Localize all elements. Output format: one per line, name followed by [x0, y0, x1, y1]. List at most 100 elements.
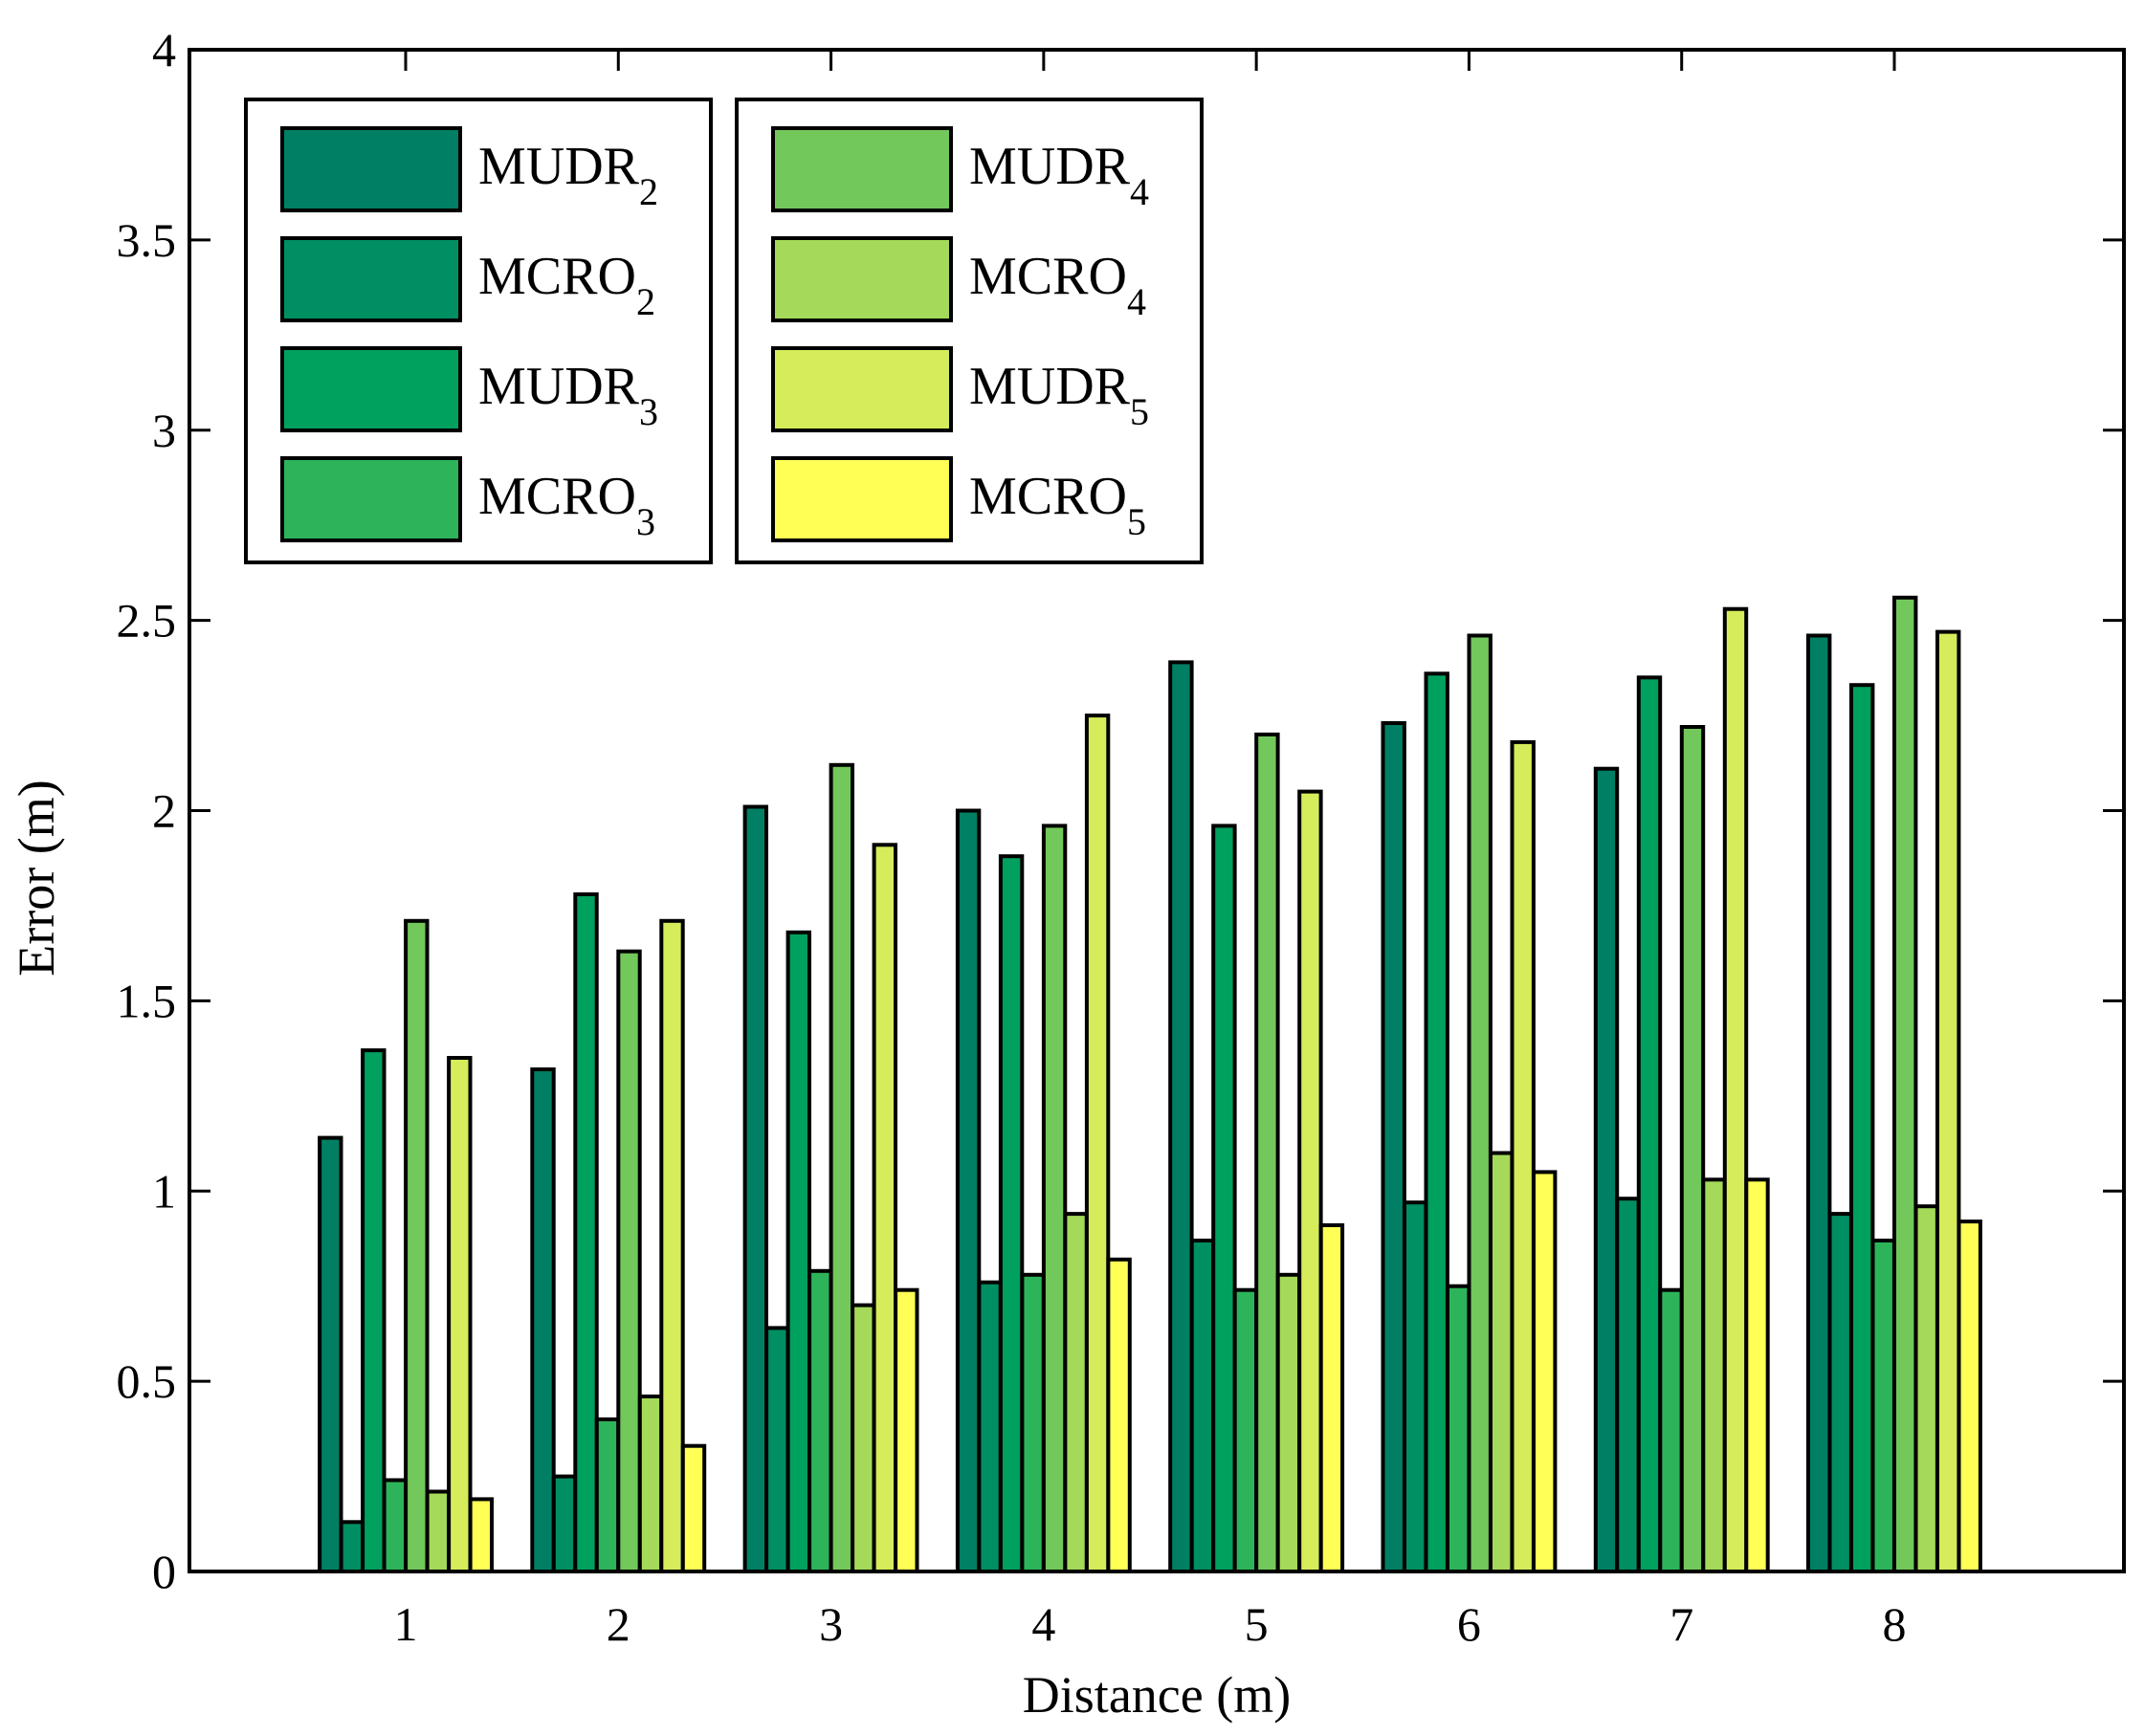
- y-tick-label: 4: [152, 23, 176, 77]
- y-tick-label: 3.5: [117, 213, 177, 267]
- bar: [1615, 1197, 1641, 1573]
- x-tick-label: 6: [1457, 1597, 1481, 1651]
- bar: [1318, 1223, 1345, 1573]
- bar: [1636, 675, 1663, 1573]
- legend-label-subscript: 3: [636, 500, 655, 543]
- bar: [404, 918, 430, 1573]
- bar: [1446, 1284, 1471, 1573]
- legend-swatch: [771, 236, 953, 322]
- legend-label-subscript: 3: [639, 390, 658, 433]
- x-tick-label: 5: [1245, 1597, 1269, 1651]
- y-tick-label: 0.5: [117, 1354, 177, 1408]
- bar: [530, 1067, 556, 1573]
- bar: [1892, 595, 1918, 1573]
- bar: [468, 1497, 495, 1574]
- bar: [1806, 633, 1832, 1573]
- bar: [1041, 824, 1068, 1573]
- bar: [1254, 732, 1280, 1573]
- legend-swatch: [280, 346, 462, 432]
- legend-label-subscript: 5: [1127, 500, 1146, 543]
- y-tick-label: 1: [152, 1164, 176, 1218]
- axes-layer: 0 0.5 1 1.5 2 2.5 3 3.5 4 1 2 3 4 5 6 7 8: [117, 23, 2126, 1651]
- x-tick-label: 2: [607, 1597, 630, 1651]
- legend-label-subscript: 4: [1127, 280, 1146, 323]
- y-axis-title: Error (m): [8, 780, 65, 976]
- y-tick-label: 3: [152, 404, 176, 457]
- bar: [1913, 1204, 1939, 1573]
- bar: [764, 1326, 790, 1574]
- bar: [829, 762, 854, 1573]
- bar: [361, 1048, 387, 1573]
- bar: [977, 1280, 1003, 1573]
- legend-label-subscript: 5: [1130, 390, 1149, 433]
- bar: [1722, 606, 1749, 1573]
- bar: [382, 1478, 409, 1573]
- bar: [1870, 1239, 1896, 1573]
- bar: [1106, 1257, 1132, 1574]
- y-tick-label: 0: [152, 1545, 176, 1598]
- bar: [1063, 1212, 1089, 1573]
- bar: [894, 1287, 919, 1573]
- bar: [742, 804, 768, 1573]
- legend-swatch: [771, 346, 953, 432]
- x-tick-label: 1: [394, 1597, 418, 1651]
- bar: [573, 892, 599, 1573]
- bar: [955, 808, 982, 1573]
- bar: [616, 949, 642, 1573]
- x-tick-label: 7: [1670, 1597, 1693, 1651]
- y-tick-label: 2: [152, 784, 176, 838]
- x-tick-label: 3: [819, 1597, 843, 1651]
- legend-swatch: [280, 126, 462, 212]
- bar: [1189, 1239, 1216, 1573]
- x-tick-label: 8: [1883, 1597, 1907, 1651]
- bar: [1679, 725, 1706, 1573]
- bar: [339, 1520, 365, 1574]
- bar: [1489, 1151, 1515, 1573]
- bar: [807, 1268, 833, 1574]
- bar: [1403, 1200, 1428, 1573]
- bar: [1297, 789, 1323, 1573]
- bar: [1593, 766, 1620, 1573]
- legend-label-subscript: 4: [1130, 170, 1149, 213]
- x-axis-title: Distance (m): [1023, 1666, 1291, 1724]
- legend-swatch: [280, 456, 462, 542]
- bar: [1084, 714, 1111, 1573]
- bar: [1935, 629, 1961, 1573]
- bar: [872, 843, 897, 1573]
- bar: [1827, 1212, 1853, 1573]
- bar: [1532, 1170, 1558, 1574]
- bar: [447, 1056, 473, 1573]
- bar: [1744, 1177, 1770, 1574]
- bar: [659, 918, 685, 1573]
- bar: [785, 930, 811, 1573]
- bar: [680, 1443, 707, 1573]
- bar: [1211, 824, 1237, 1573]
- bar: [998, 854, 1025, 1573]
- bar: [1168, 660, 1194, 1573]
- legend-swatch: [280, 236, 462, 322]
- bar: [1467, 633, 1493, 1573]
- bar: [1381, 721, 1406, 1573]
- y-tick-label: 2.5: [117, 594, 177, 648]
- bar: [1275, 1272, 1302, 1574]
- legend-swatch: [771, 126, 953, 212]
- legend-swatch: [771, 456, 953, 542]
- bar: [551, 1474, 578, 1573]
- bar: [594, 1417, 621, 1574]
- bar: [1849, 683, 1875, 1573]
- bar: [1957, 1220, 1982, 1573]
- bar: [1232, 1287, 1259, 1573]
- legend-label-subscript: 2: [639, 170, 658, 213]
- legend-label-subscript: 2: [636, 280, 655, 323]
- bar: [851, 1303, 876, 1573]
- bar: [1658, 1287, 1684, 1573]
- bar: [1424, 671, 1449, 1573]
- bar: [1510, 739, 1536, 1573]
- y-tick-label: 1.5: [117, 974, 177, 1027]
- bar: [1020, 1272, 1046, 1574]
- x-tick-label: 4: [1031, 1597, 1055, 1651]
- bar: [637, 1395, 664, 1573]
